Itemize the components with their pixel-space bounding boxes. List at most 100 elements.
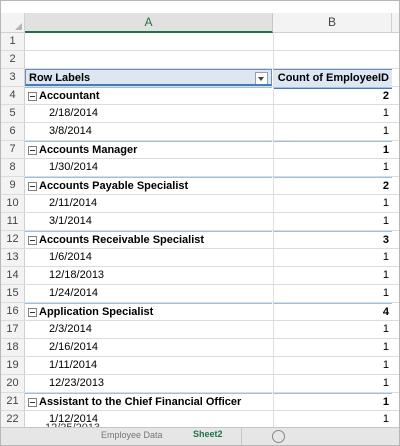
group-count-cell[interactable]: 2 xyxy=(273,177,392,195)
group-label-cell[interactable]: Accountant xyxy=(25,87,272,105)
row-number[interactable]: 3 xyxy=(1,69,25,86)
date-label-cell[interactable]: 3/8/2014 xyxy=(49,125,92,137)
date-count-cell[interactable]: 1 xyxy=(273,195,392,212)
row-number[interactable]: 17 xyxy=(1,321,25,338)
date-label-cell[interactable]: 3/1/2014 xyxy=(49,215,92,227)
date-count-cell[interactable]: 1 xyxy=(273,267,392,284)
group-label-cell[interactable]: Accounts Manager xyxy=(25,141,272,159)
date-label-cell[interactable]: 2/18/2014 xyxy=(49,107,98,119)
date-label-cell[interactable]: 2/11/2014 xyxy=(49,197,98,209)
date-count-cell[interactable]: 1 xyxy=(273,375,392,392)
row-number[interactable]: 8 xyxy=(1,159,25,176)
group-count-cell[interactable]: 1 xyxy=(273,141,392,159)
row-number[interactable]: 14 xyxy=(1,267,25,284)
date-label-cell[interactable]: 1/11/2014 xyxy=(49,359,98,371)
column-header-a[interactable]: A xyxy=(25,13,273,33)
date-label-cell[interactable]: 1/30/2014 xyxy=(49,161,98,173)
row-number[interactable]: 11 xyxy=(1,213,25,230)
row-number[interactable]: 6 xyxy=(1,123,25,140)
date-count-cell[interactable]: 1 xyxy=(273,249,392,266)
row-number[interactable]: 9 xyxy=(1,177,25,194)
collapse-icon[interactable] xyxy=(28,181,37,191)
group-count-cell[interactable]: 3 xyxy=(273,231,392,249)
row-number[interactable]: 5 xyxy=(1,105,25,122)
date-count-cell[interactable]: 1 xyxy=(273,357,392,374)
group-count-cell[interactable]: 1 xyxy=(273,393,392,411)
date-label-cell[interactable]: 1/12/2014 xyxy=(49,413,98,425)
group-label-cell[interactable]: Assistant to the Chief Financial Officer xyxy=(25,393,272,411)
select-all-triangle-icon xyxy=(15,23,22,30)
sheet-row: 7 Accounts Manager 1 xyxy=(1,141,399,159)
select-all-button[interactable] xyxy=(1,13,25,32)
count-header[interactable]: Count of EmployeeID xyxy=(273,69,392,89)
row-number[interactable]: 12 xyxy=(1,231,25,248)
row-number[interactable]: 1 xyxy=(1,33,25,50)
sheet-tab-bar: Employee Data Sheet2 xyxy=(1,427,399,445)
row-number[interactable]: 18 xyxy=(1,339,25,356)
sheet-row: 9 Accounts Payable Specialist 2 xyxy=(1,177,399,195)
row-number[interactable]: 13 xyxy=(1,249,25,266)
sheet-row: 18 2/16/2014 1 xyxy=(1,339,399,357)
group-count-cell[interactable]: 4 xyxy=(273,303,392,321)
sheet-row: 10 2/11/2014 1 xyxy=(1,195,399,213)
sheet-row: 11 3/1/2014 1 xyxy=(1,213,399,231)
sheet-row: 4 Accountant 2 xyxy=(1,87,399,105)
row-number[interactable]: 15 xyxy=(1,285,25,302)
group-label-text: Assistant to the Chief Financial Officer xyxy=(39,396,242,408)
sheet-row: 1 xyxy=(1,33,399,51)
add-sheet-icon[interactable] xyxy=(272,430,285,443)
column-header-b[interactable]: B xyxy=(273,13,392,32)
collapse-icon[interactable] xyxy=(28,397,37,407)
group-label-text: Application Specialist xyxy=(39,306,154,318)
sheet-tab-sheet2[interactable]: Sheet2 xyxy=(193,429,223,439)
sheet-row: 13 1/6/2014 1 xyxy=(1,249,399,267)
group-label-text: Accounts Receivable Specialist xyxy=(39,234,205,246)
row-labels-header-text: Row Labels xyxy=(29,72,91,84)
date-label-cell[interactable]: 1/6/2014 xyxy=(49,251,92,263)
filter-dropdown-icon[interactable] xyxy=(255,72,268,84)
empty-cell[interactable] xyxy=(273,51,392,68)
row-number[interactable]: 2 xyxy=(1,51,25,68)
group-count-cell[interactable]: 2 xyxy=(273,87,392,105)
row-number[interactable]: 10 xyxy=(1,195,25,212)
date-count-cell[interactable]: 1 xyxy=(273,213,392,230)
row-number[interactable]: 22 xyxy=(1,411,25,428)
row-number[interactable]: 21 xyxy=(1,393,25,410)
empty-cell[interactable] xyxy=(25,33,272,50)
date-count-cell[interactable]: 1 xyxy=(273,411,392,428)
sheet-tab-employee-data[interactable]: Employee Data xyxy=(101,430,163,440)
collapse-icon[interactable] xyxy=(28,91,37,101)
date-label-cell[interactable]: 12/23/2013 xyxy=(49,377,105,389)
row-number[interactable]: 7 xyxy=(1,141,25,158)
date-count-cell[interactable]: 1 xyxy=(273,285,392,302)
row-number[interactable]: 16 xyxy=(1,303,25,320)
row-number[interactable]: 20 xyxy=(1,375,25,392)
row-number[interactable]: 4 xyxy=(1,87,25,104)
date-label-cell[interactable]: 2/16/2014 xyxy=(49,341,98,353)
empty-cell[interactable] xyxy=(25,51,272,68)
sheet-row: 16 Application Specialist 4 xyxy=(1,303,399,321)
sheet-row: 20 12/23/2013 1 xyxy=(1,375,399,393)
sheet-row: 5 2/18/2014 1 xyxy=(1,105,399,123)
sheet-row: 19 1/11/2014 1 xyxy=(1,357,399,375)
group-label-cell[interactable]: Application Specialist xyxy=(25,303,272,321)
sheet-row: 6 3/8/2014 1 xyxy=(1,123,399,141)
sheet-row: 15 1/24/2014 1 xyxy=(1,285,399,303)
date-count-cell[interactable]: 1 xyxy=(273,123,392,140)
date-count-cell[interactable]: 1 xyxy=(273,339,392,356)
date-label-cell[interactable]: 12/18/2013 xyxy=(49,269,105,281)
date-count-cell[interactable]: 1 xyxy=(273,105,392,122)
collapse-icon[interactable] xyxy=(28,145,37,155)
row-number[interactable]: 19 xyxy=(1,357,25,374)
collapse-icon[interactable] xyxy=(28,307,37,317)
date-count-cell[interactable]: 1 xyxy=(273,159,392,176)
date-count-cell[interactable]: 1 xyxy=(273,321,392,338)
group-label-cell[interactable]: Accounts Receivable Specialist xyxy=(25,231,272,249)
empty-cell[interactable] xyxy=(273,33,392,50)
row-labels-header[interactable]: Row Labels xyxy=(25,69,272,86)
sheet-row: 17 2/3/2014 1 xyxy=(1,321,399,339)
group-label-cell[interactable]: Accounts Payable Specialist xyxy=(25,177,272,195)
collapse-icon[interactable] xyxy=(28,235,37,245)
date-label-cell[interactable]: 1/24/2014 xyxy=(49,287,98,299)
date-label-cell[interactable]: 2/3/2014 xyxy=(49,323,92,335)
